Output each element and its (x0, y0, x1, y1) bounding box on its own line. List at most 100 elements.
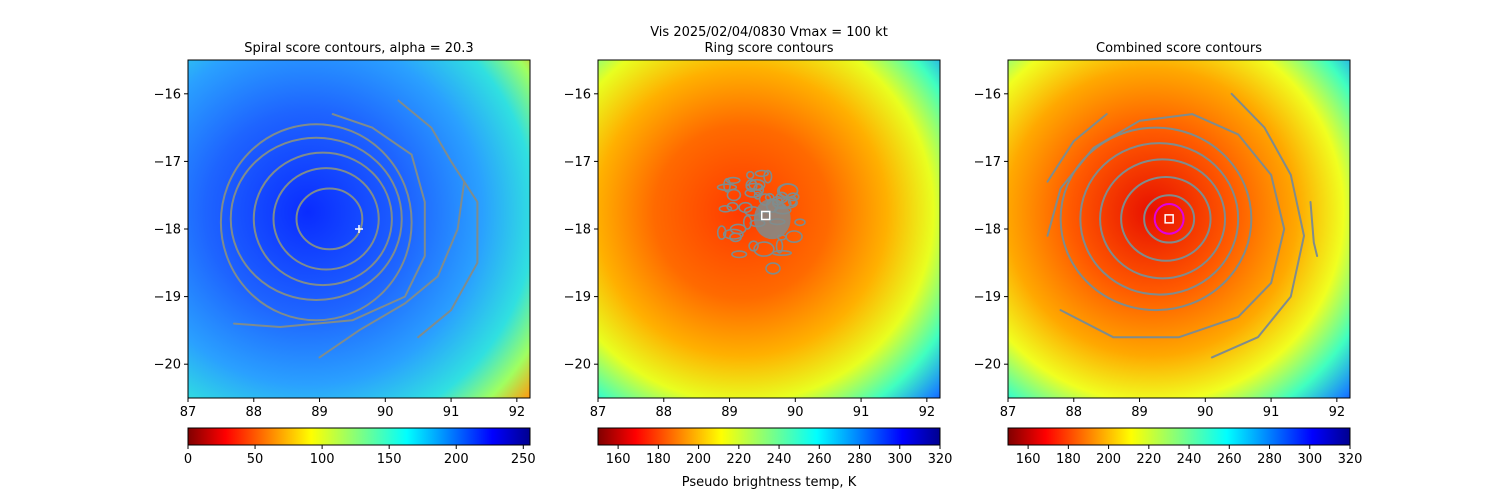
contour-line (219, 123, 413, 322)
x-axis-ticks: 87 88 89 90 91 92 (1000, 398, 1345, 420)
y-tick-label: −18 (974, 223, 1001, 238)
colorbar-tick-label: 240 (767, 452, 792, 467)
y-tick-label: −17 (974, 155, 1001, 170)
contour-line (233, 113, 426, 328)
colorbar (1007, 427, 1351, 446)
y-tick-label: −18 (154, 223, 181, 238)
contour-line (718, 205, 733, 213)
contour-line (738, 201, 753, 214)
colorbar-tick-label: 280 (1257, 452, 1282, 467)
y-axis-ticks: −16 −17 −18 −19 −20 (974, 87, 1008, 373)
contour-line (722, 228, 744, 240)
contours-layer (1046, 92, 1319, 359)
x-tick-label: 90 (377, 405, 394, 420)
colorbar (187, 427, 531, 446)
y-tick-label: −19 (974, 290, 1001, 305)
contour-line (726, 201, 739, 212)
x-tick-label: 92 (509, 405, 526, 420)
center-marker-layer (760, 210, 771, 221)
contour-line (1046, 113, 1108, 183)
panel-combined-score: Combined score contours 87 88 89 90 91 92 −16… (974, 41, 1363, 467)
panel-title: Combined score contours (1096, 41, 1262, 56)
contour-line (716, 183, 738, 191)
colorbar-tick-label: 160 (1016, 452, 1041, 467)
y-tick-label: −17 (564, 155, 591, 170)
colorbar-tick-label: 50 (247, 452, 264, 467)
colorbar-tick-label: 200 (1096, 452, 1121, 467)
colorbar-tick-label: 220 (726, 452, 751, 467)
x-tick-label: 89 (1131, 405, 1148, 420)
panel-title: Ring score contours (704, 41, 833, 56)
colorbar-label: Pseudo brightness temp, K (682, 475, 857, 490)
contour-line (1059, 126, 1253, 312)
contour-line (785, 230, 803, 243)
x-tick-label: 88 (1065, 405, 1082, 420)
contour-line (397, 99, 479, 339)
y-tick-label: −16 (974, 87, 1001, 102)
ring-center-marker (1164, 214, 1174, 224)
contour-line (229, 136, 403, 301)
y-tick-label: −20 (564, 358, 591, 373)
colorbar-tick-label: 320 (1338, 452, 1363, 467)
contour-line (754, 169, 769, 178)
contour-line (775, 238, 784, 254)
x-tick-label: 92 (919, 405, 936, 420)
contour-line (765, 262, 781, 275)
x-axis-ticks: 87 88 89 90 91 92 (180, 398, 525, 420)
y-axis-ticks: −16 −17 −18 −19 −20 (154, 87, 188, 373)
contour-line (1079, 142, 1240, 296)
contour-line (295, 187, 364, 251)
contour-line (1046, 113, 1286, 339)
contour-line (744, 188, 763, 198)
colorbar-ticks: 160 180 200 220 240 260 280 300 320 (1016, 445, 1363, 467)
colorbar-tick-label: 240 (1177, 452, 1202, 467)
center-marker-layer (355, 225, 363, 233)
colorbar-tick-label: 0 (184, 452, 192, 467)
panel-spiral-score: Spiral score contours, alpha = 20.3 87 88… (154, 41, 536, 467)
colorbar-tick-label: 150 (377, 452, 402, 467)
colorbar (597, 427, 941, 446)
colorbar-tick-label: 180 (646, 452, 671, 467)
x-tick-label: 92 (1329, 405, 1346, 420)
x-tick-label: 87 (590, 405, 607, 420)
colorbar-tick-label: 200 (444, 452, 469, 467)
contour-line (723, 178, 731, 193)
x-tick-label: 88 (655, 405, 672, 420)
panel-title: Spiral score contours, alpha = 20.3 (244, 41, 473, 56)
y-tick-label: −16 (154, 87, 181, 102)
ring-fit-circle (1153, 202, 1185, 235)
colorbar-tick-label: 300 (887, 452, 912, 467)
colorbar-tick-label: 280 (847, 452, 872, 467)
contour-line (753, 241, 775, 257)
x-tick-label: 91 (1263, 405, 1280, 420)
contour-line (272, 167, 380, 271)
panel-ring-score: Ring score contours 87 88 89 90 91 92 −16−17−… (564, 41, 953, 490)
y-tick-label: −20 (974, 358, 1001, 373)
x-tick-label: 87 (1000, 405, 1017, 420)
contour-line (725, 176, 741, 184)
x-tick-label: 89 (721, 405, 738, 420)
x-tick-label: 91 (443, 405, 460, 420)
x-tick-label: 87 (180, 405, 197, 420)
ring-center-marker (760, 210, 771, 221)
colorbar-tick-label: 100 (310, 452, 335, 467)
x-tick-label: 90 (1197, 405, 1214, 420)
contours-layer (716, 169, 806, 275)
y-axis-ticks: −16 −17 −18 −19 −20 (564, 87, 598, 373)
colorbar-tick-label: 250 (511, 452, 536, 467)
colorbar-ticks: 160 180 200 220 240 260 280 300 320 (606, 445, 952, 467)
contour-line (1120, 175, 1212, 262)
contour-line (794, 218, 806, 227)
contours-layer (219, 99, 479, 359)
colorbar-tick-label: 200 (686, 452, 711, 467)
colorbar-tick-label: 180 (1056, 452, 1081, 467)
colorbar-tick-label: 260 (807, 452, 832, 467)
contour-line (742, 214, 753, 230)
y-tick-label: −20 (154, 358, 181, 373)
colorbar-tick-label: 260 (1217, 452, 1242, 467)
colorbar-ticks: 0 50 100 150 200 250 (184, 445, 536, 467)
contour-line (318, 180, 466, 359)
contour-fill (753, 198, 791, 240)
contour-line (1143, 194, 1196, 244)
